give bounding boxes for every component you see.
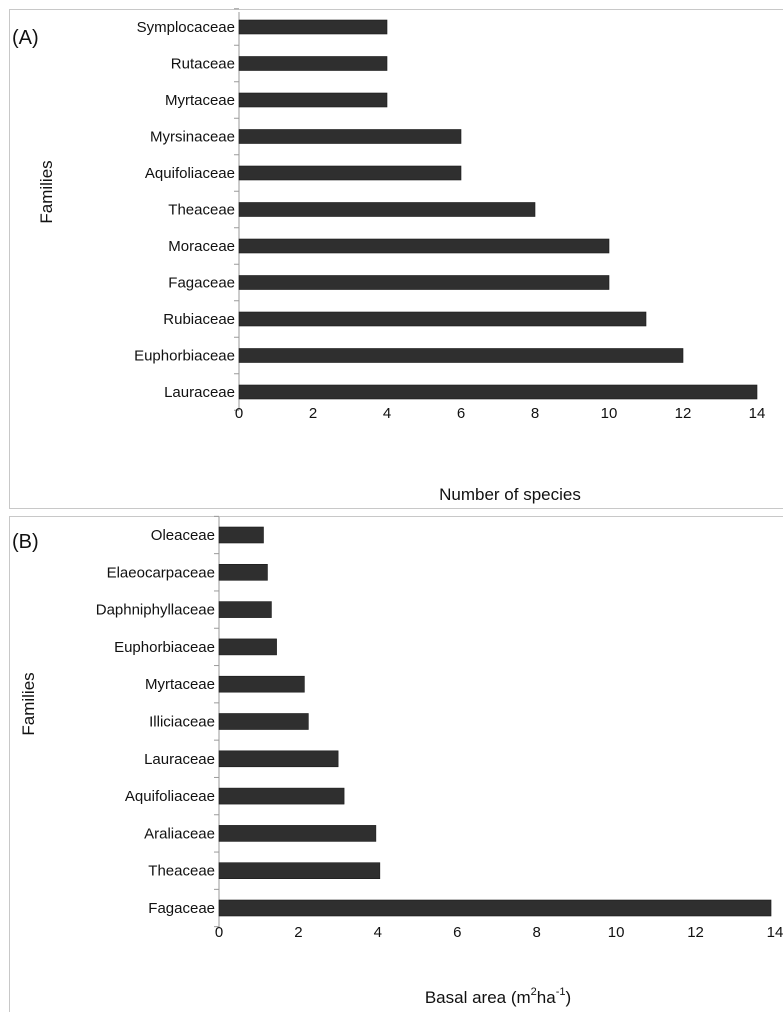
panel-b-category-label: Lauraceae — [144, 751, 215, 768]
panel-a: (A) Families Number of species Lauraceae… — [12, 8, 766, 504]
panel-b-category-label: Theaceae — [148, 863, 215, 880]
panel-a-frame — [9, 9, 783, 509]
panel-b-category-label: Elaeocarpaceae — [107, 564, 215, 581]
panel-b-label: (B) — [12, 531, 39, 553]
panel-a-x-tick-label: 2 — [309, 405, 317, 422]
panel-b-category-label: Aquifoliaceae — [125, 788, 215, 805]
panel-a-bar — [238, 275, 610, 290]
panel-b: (B) Families Basal area (m2ha-1) Fagacea… — [12, 515, 783, 1007]
panel-a-category-label: Aquifoliaceae — [145, 165, 235, 182]
panel-b-x-tick-label: 4 — [374, 924, 382, 941]
panel-a-x-tick-label: 0 — [235, 405, 243, 422]
panel-b-category-label: Daphniphyllaceae — [96, 602, 215, 619]
panel-a-bar — [238, 311, 647, 327]
panel-b-x-tick-label: 6 — [453, 924, 461, 941]
panel-b-y-axis-title: Families — [19, 672, 38, 735]
panel-b-bar — [218, 862, 381, 880]
panel-b-bar — [218, 787, 345, 805]
panel-b-x-tick-label: 8 — [533, 924, 541, 941]
xlabel-main: Basal area (m — [425, 988, 531, 1007]
panel-b-x-tick-label: 0 — [215, 924, 223, 941]
panel-a-bar — [238, 238, 610, 254]
panel-a-category-label: Myrtaceae — [165, 92, 235, 109]
panel-a-bar — [238, 56, 388, 71]
panel-a-x-tick-label: 6 — [457, 405, 465, 422]
panel-b-category-label: Oleaceae — [151, 527, 215, 544]
xlabel-sup-1: 2 — [531, 986, 537, 998]
panel-a-category-label: Rubiaceae — [163, 311, 235, 328]
panel-b-x-tick-label: 10 — [608, 924, 625, 941]
panel-b-category-label: Illiciaceae — [149, 714, 215, 731]
panel-b-category-label: Araliaceae — [144, 825, 215, 842]
xlabel-end: ) — [565, 988, 571, 1007]
panel-b-x-axis-title: Basal area (m2ha-1) — [425, 986, 571, 1007]
panel-a-category-label: Symplocaceae — [137, 19, 235, 36]
panel-a-category-label: Moraceae — [168, 238, 235, 255]
panel-b-x-tick-label: 12 — [687, 924, 704, 941]
panel-b-bars: Fagaceae Theaceae Araliaceae Aquifoliaceae L… — [96, 515, 783, 941]
panel-a-x-tick-label: 14 — [749, 405, 766, 422]
panel-b-bar — [218, 899, 772, 917]
panel-a-category-label: Theaceae — [168, 202, 235, 219]
panel-a-x-tick-label: 10 — [601, 405, 618, 422]
panel-a-category-label: Euphorbiaceae — [134, 348, 235, 365]
panel-a-bars: Lauraceae Euphorbiaceae Rubiaceae Fagaceae M… — [134, 8, 766, 422]
panel-b-category-label: Fagaceae — [148, 900, 215, 917]
panel-b-category-label: Myrtaceae — [145, 676, 215, 693]
xlabel-sup-2: -1 — [556, 986, 566, 998]
panel-a-y-axis-title: Families — [37, 160, 56, 223]
panel-a-category-label: Lauraceae — [164, 384, 235, 401]
panel-a-category-label: Rutaceae — [171, 56, 235, 73]
panel-b-bar — [218, 601, 272, 618]
panel-a-bar — [238, 348, 684, 363]
panel-a-category-label: Fagaceae — [168, 275, 235, 292]
panel-a-x-tick-label: 12 — [675, 405, 692, 422]
panel-a-x-tick-label: 8 — [531, 405, 539, 422]
panel-a-bar — [238, 19, 388, 35]
panel-a-label: (A) — [12, 27, 39, 49]
panel-b-bar — [218, 675, 305, 693]
panel-a-x-tick-label: 4 — [383, 405, 391, 422]
panel-b-frame — [9, 516, 783, 1012]
panel-a-bar — [238, 384, 758, 400]
panel-a-category-label: Myrsinaceae — [150, 129, 235, 146]
panel-b-bar — [218, 563, 268, 581]
panel-a-bar — [238, 165, 462, 181]
panel-b-x-tick-label: 2 — [294, 924, 302, 941]
panel-a-x-axis-title: Number of species — [439, 485, 581, 504]
panel-a-bar — [238, 129, 462, 144]
panel-b-bar — [218, 713, 309, 730]
panel-b-x-tick-label: 14 — [767, 924, 783, 941]
xlabel-mid: ha — [537, 988, 556, 1007]
panel-b-bar — [218, 750, 339, 768]
panel-b-bar — [218, 526, 264, 544]
panel-a-bar — [238, 202, 536, 217]
panel-b-category-label: Euphorbiaceae — [114, 639, 215, 656]
panel-b-bar — [218, 638, 277, 656]
panel-a-bar — [238, 92, 388, 108]
panel-b-bar — [218, 825, 377, 842]
